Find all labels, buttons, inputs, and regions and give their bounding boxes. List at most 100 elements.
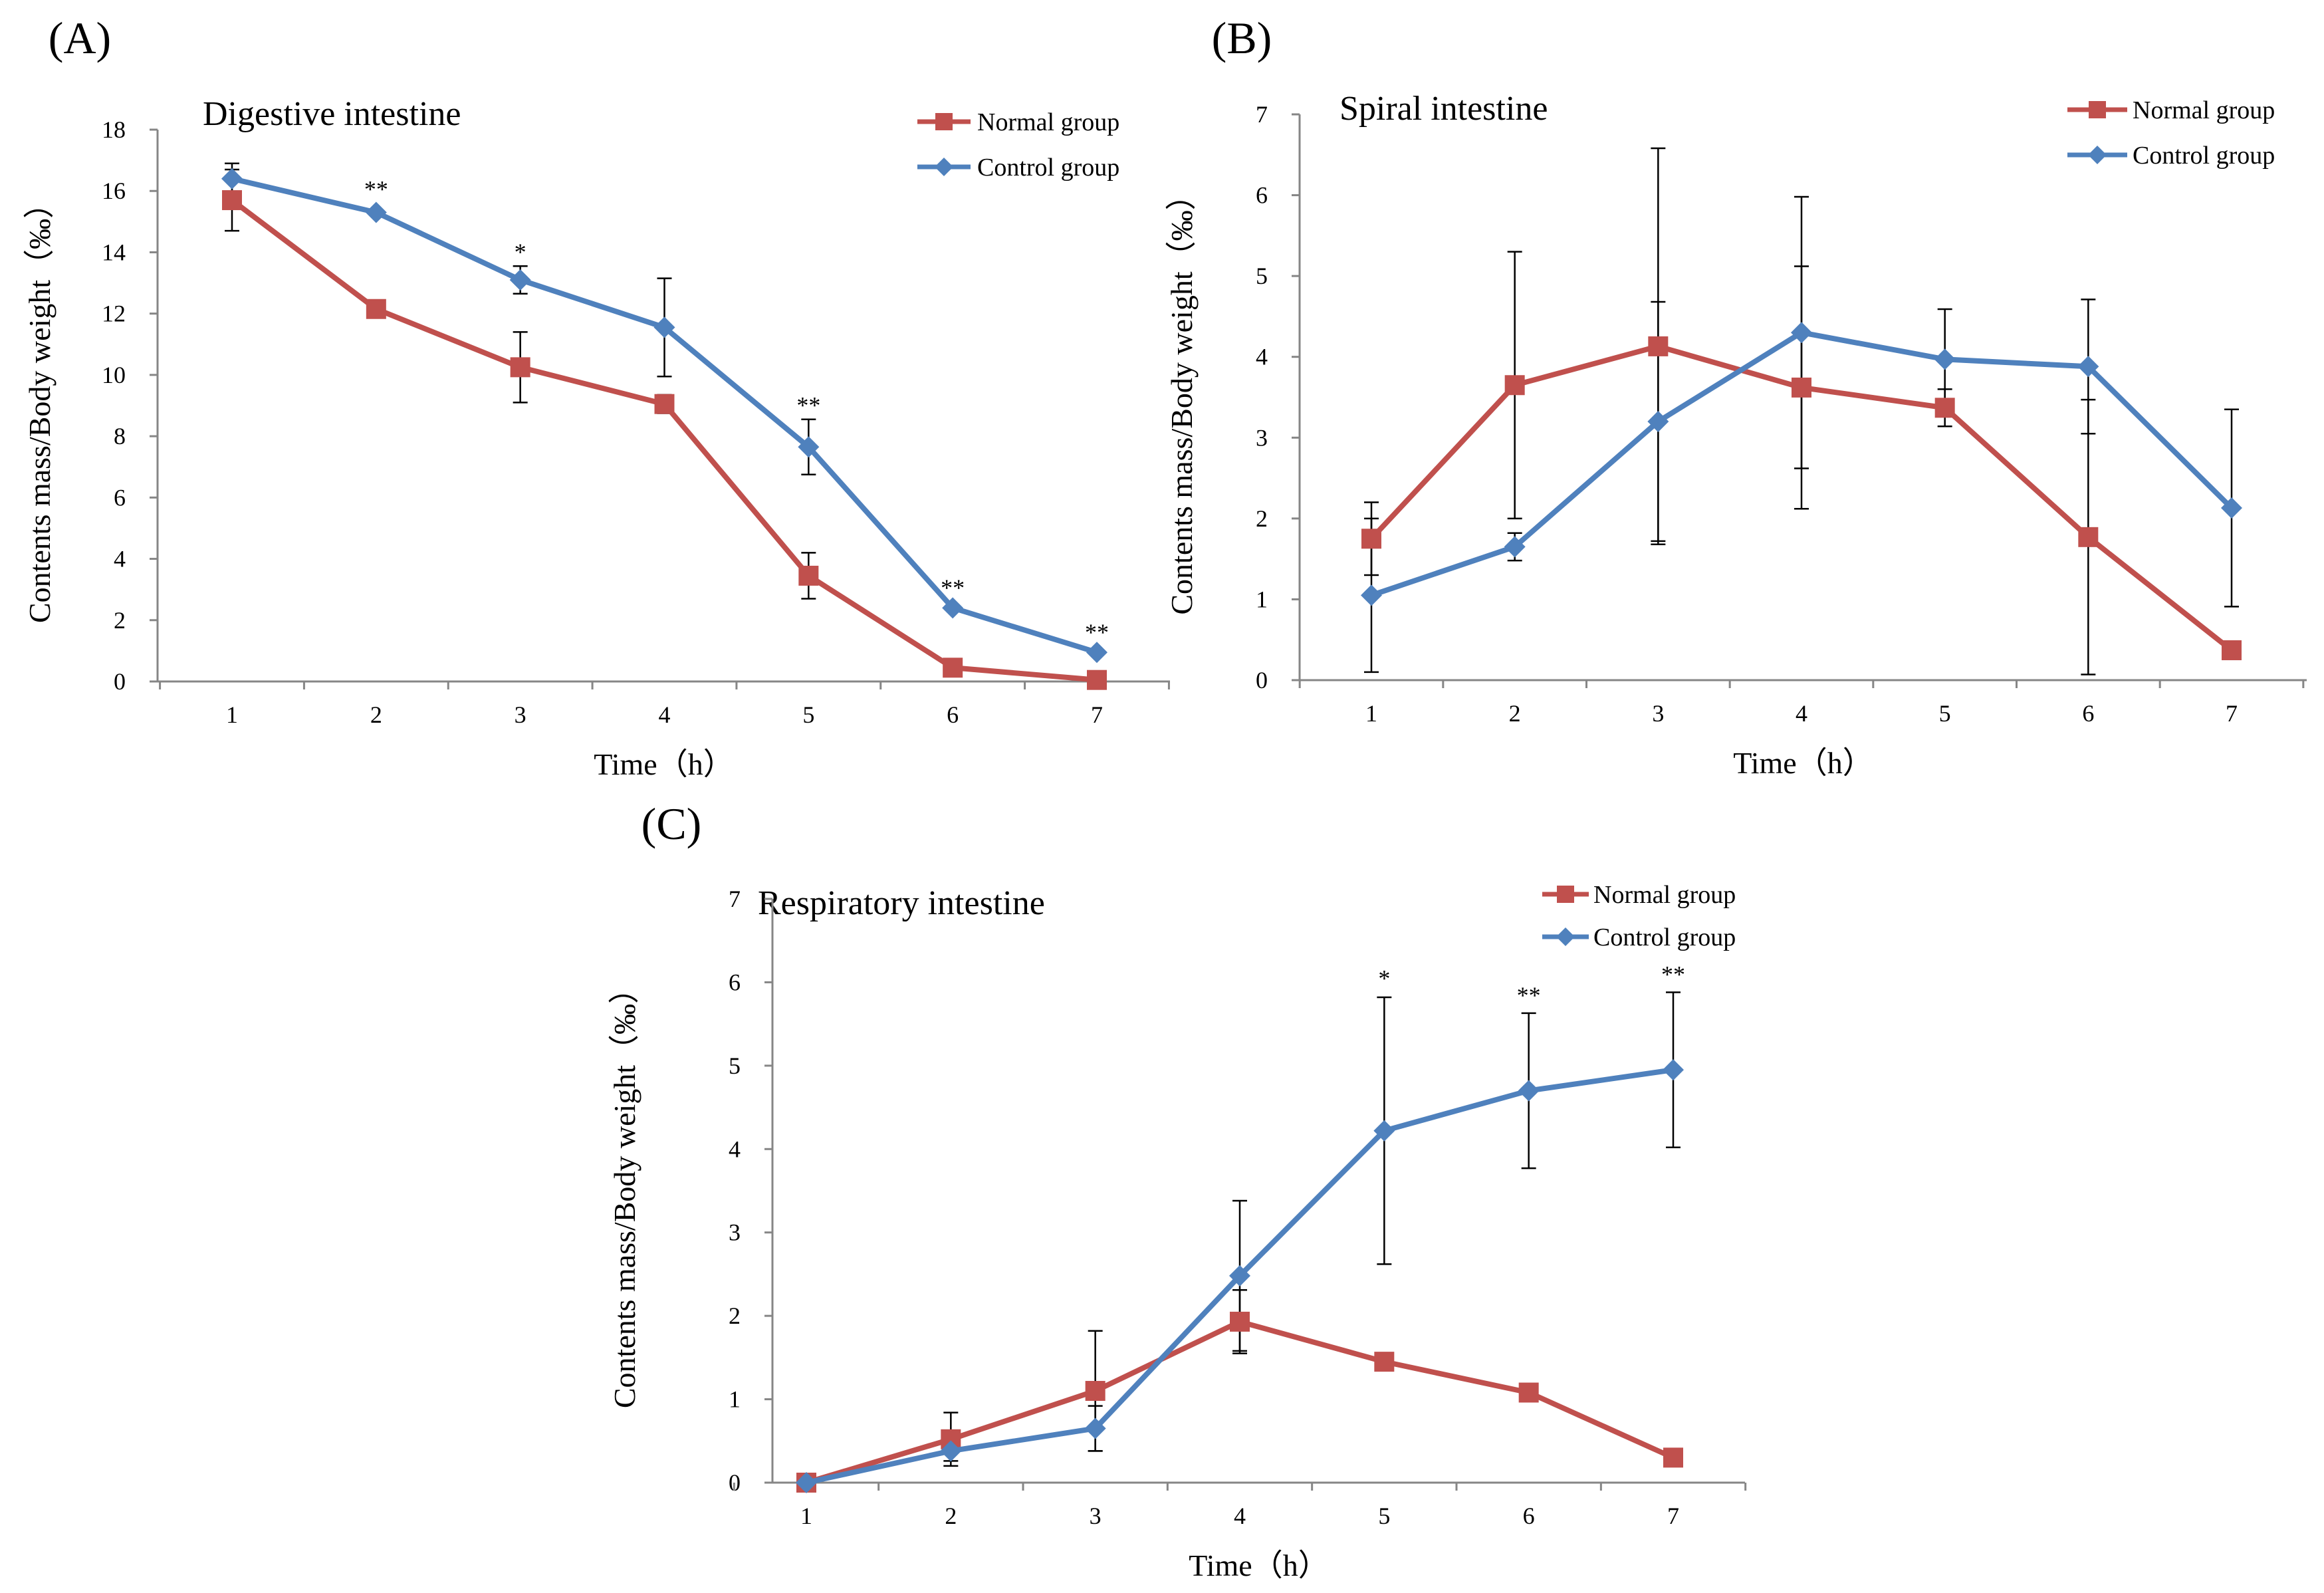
- chart-b-legend-marker-1: [2088, 146, 2107, 164]
- chart-c-x-tick-label: 2: [945, 1503, 957, 1529]
- chart-a-y-tick-label: 18: [102, 116, 126, 143]
- chart-c-y-tick-label: 1: [729, 1386, 741, 1413]
- chart-a-legend-label-1: Control group: [977, 154, 1119, 182]
- chart-a-y-tick-label: 14: [102, 239, 126, 265]
- chart-a-panel-label: (A): [49, 13, 111, 63]
- chart-c-y-tick-label: 6: [729, 969, 741, 995]
- chart-a-x-tick-label: 2: [370, 701, 382, 728]
- chart-b-y-tick-label: 5: [1256, 263, 1268, 289]
- chart-c-series-1-point: [1373, 1120, 1395, 1142]
- chart-c-x-tick-label: 1: [800, 1503, 812, 1529]
- chart-a-series-1-point: [1086, 642, 1107, 664]
- chart-a-significance-marker: **: [364, 176, 388, 202]
- chart-b-series-1-point: [1791, 322, 1812, 344]
- chart-c-series-0-point: [1374, 1352, 1395, 1372]
- chart-a-series-0-point: [366, 299, 386, 319]
- chart-a-series-1-line: [229, 176, 1100, 656]
- chart-a-y-tick-label: 0: [114, 668, 126, 695]
- chart-c-x-tick-label: 7: [1667, 1503, 1679, 1529]
- chart-b-x-tick-label: 2: [1509, 700, 1521, 727]
- chart-a-x-tick-label: 5: [802, 701, 814, 728]
- chart-b-series-1-point: [2221, 497, 2242, 519]
- chart-a-x-tick-label: 1: [226, 701, 238, 728]
- chart-b-series-1-point: [2077, 356, 2099, 378]
- chart-a-series-0-point: [1087, 670, 1107, 690]
- chart-c-significance-marker: **: [1517, 982, 1541, 1009]
- chart-a-title: Digestive intestine: [203, 95, 461, 133]
- chart-b-x-tick-label: 7: [2226, 700, 2238, 727]
- chart-a-legend-marker-0: [935, 113, 953, 130]
- chart-b-panel-label: (B): [1212, 13, 1272, 63]
- chart-b-series-0-point: [1361, 529, 1381, 549]
- chart-c-series-1-point: [796, 1472, 817, 1493]
- chart-b-series-0-point: [2222, 640, 2242, 661]
- chart-c-series-1-point: [1229, 1265, 1250, 1287]
- chart-b-y-tick-label: 4: [1256, 344, 1268, 370]
- chart-c-x-tick-label: 6: [1523, 1503, 1535, 1529]
- chart-c-legend-label-1: Control group: [1593, 923, 1736, 951]
- chart-a-series-1-point: [942, 597, 964, 619]
- chart-a-series-0-point: [510, 357, 530, 378]
- chart-c-series-1-point: [1084, 1417, 1106, 1439]
- chart-c-y-tick-label: 7: [729, 886, 741, 912]
- chart-c-panel-label: (C): [641, 798, 702, 849]
- chart-a-x-tick-label: 7: [1091, 701, 1103, 728]
- chart-a-x-tick-label: 4: [659, 701, 671, 728]
- chart-b: (B) Spiral intestine 0 1 2 3 4 5 6 7 1 2 3 4 5 6 7 Time（h…: [1165, 13, 2307, 780]
- chart-b-series-1-point: [1504, 536, 1526, 558]
- chart-b-x-tick-label: 3: [1652, 700, 1664, 727]
- chart-a-x-tick-label: 6: [947, 701, 959, 728]
- chart-b-series-1-point: [1361, 584, 1382, 606]
- chart-b-legend-label-0: Normal group: [2133, 96, 2275, 124]
- chart-b-series-0-point: [1934, 398, 1955, 418]
- chart-b-y-tick-label: 6: [1256, 182, 1268, 209]
- chart-b-series-1-point: [1934, 348, 1956, 370]
- chart-b-x-tick-label: 5: [1939, 700, 1951, 727]
- chart-a-series-1-point: [365, 201, 387, 223]
- chart-b-x-axis-label: Time（h）: [1733, 746, 1873, 780]
- chart-a-significance-marker: **: [1085, 619, 1109, 646]
- chart-c-series-1-point: [940, 1440, 962, 1462]
- chart-c-significance-marker: *: [1378, 965, 1390, 992]
- chart-a-x-axis-label: Time（h）: [594, 747, 733, 781]
- chart-a-y-tick-label: 6: [114, 484, 126, 511]
- chart-c-x-tick-label: 3: [1090, 1503, 1102, 1529]
- chart-c-legend-label-0: Normal group: [1593, 881, 1736, 909]
- chart-b-x-tick-label: 6: [2082, 700, 2094, 727]
- chart-a-y-tick-label: 2: [114, 607, 126, 634]
- chart-c-y-tick-label: 2: [729, 1302, 741, 1329]
- chart-a-series-0-point: [222, 190, 242, 211]
- chart-c-y-tick-label: 3: [729, 1219, 741, 1246]
- chart-c-x-tick-label: 4: [1234, 1503, 1246, 1529]
- chart-a-series-0-point: [798, 565, 819, 586]
- chart-a-significance-marker: **: [796, 392, 820, 419]
- chart-c-series-0-point: [1230, 1311, 1250, 1332]
- chart-a-y-tick-label: 10: [102, 362, 126, 388]
- chart-b-y-tick-label: 1: [1256, 586, 1268, 612]
- chart-a-series-0-point: [943, 658, 963, 678]
- chart-c-series-0-point: [1085, 1381, 1105, 1402]
- chart-b-legend-marker-0: [2089, 101, 2106, 118]
- chart-c-x-axis-label: Time（h）: [1189, 1548, 1328, 1582]
- chart-b-series-0-point: [1792, 377, 1811, 398]
- chart-c-title: Respiratory intestine: [758, 884, 1045, 922]
- chart-c-y-tick-label: 4: [729, 1136, 741, 1162]
- chart-a-series-1-point: [653, 316, 675, 338]
- chart-b-y-axis-label: Contents mass/Body weight（‰）: [1165, 180, 1199, 614]
- chart-c-x-tick-label: 5: [1378, 1503, 1390, 1529]
- chart-b-series-0-point: [1648, 336, 1669, 356]
- chart-b-x-tick-label: 4: [1796, 700, 1807, 727]
- chart-b-title: Spiral intestine: [1339, 90, 1548, 128]
- chart-c-y-tick-label: 5: [729, 1052, 741, 1079]
- chart-a-legend-marker-1: [935, 158, 953, 176]
- chart-a-y-tick-label: 12: [102, 301, 126, 327]
- chart-c-series-1-point: [1663, 1059, 1684, 1081]
- chart-b-series-0-point: [2078, 527, 2099, 547]
- chart-b-y-tick-label: 2: [1256, 505, 1268, 532]
- chart-a-legend-label-0: Normal group: [977, 108, 1119, 136]
- chart-b-y-tick-label: 3: [1256, 424, 1268, 451]
- chart-c: (C)Respiratory intestine012345671234567T…: [608, 798, 1747, 1582]
- chart-a-series-0-line: [229, 197, 1100, 683]
- chart-c-y-axis-label: Contents mass/Body weight（‰）: [608, 973, 641, 1408]
